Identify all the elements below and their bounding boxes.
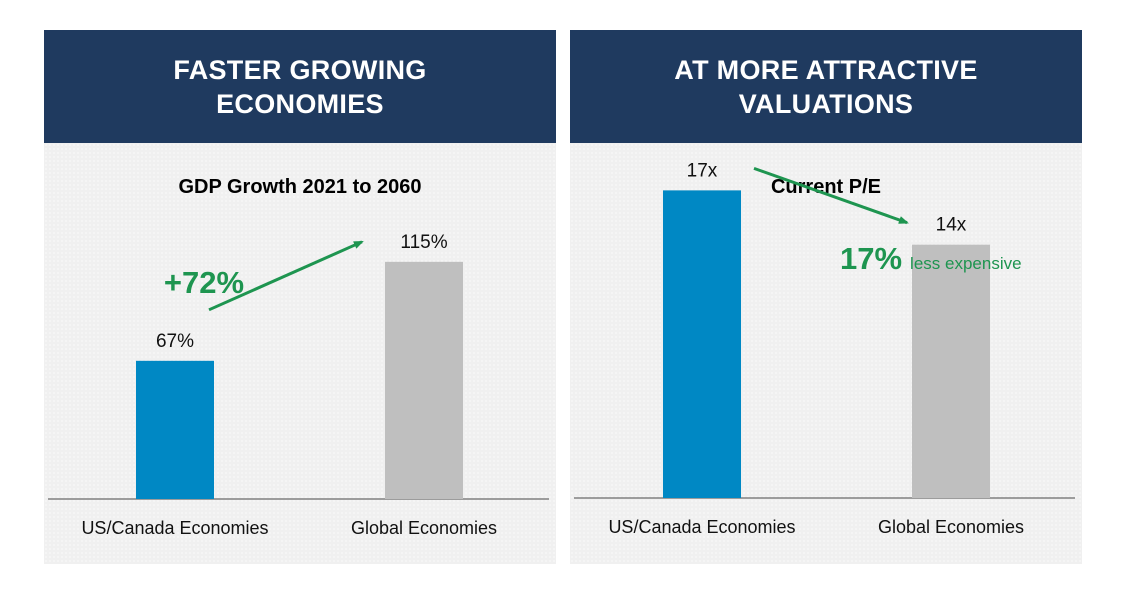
panel-header-text: FASTER GROWING ECONOMIES [173, 54, 427, 119]
decline-arrow [753, 166, 909, 225]
gdp-growth-chart: GDP Growth 2021 to 2060 67% 115% US/Canad… [48, 176, 549, 538]
value-label: 14x [936, 215, 967, 236]
chart-area: Current P/E 17x 14x US/Canada Economies Gl… [570, 143, 1082, 564]
pe-ratio-chart: Current P/E 17x 14x US/Canada Economies Gl… [574, 160, 1075, 537]
panel-gdp-growth: FASTER GROWING ECONOMIES GDP Growth 2021… [44, 30, 556, 564]
bar-global [912, 244, 990, 498]
value-label: 17x [687, 160, 718, 181]
panel-header: FASTER GROWING ECONOMIES [44, 30, 556, 143]
category-label: US/Canada Economies [608, 517, 795, 537]
chart-title: GDP Growth 2021 to 2060 [178, 176, 421, 198]
bar-us-canada [663, 190, 741, 498]
callout-percentage: +72% [164, 265, 244, 300]
bar-global [385, 261, 463, 499]
chart-area: GDP Growth 2021 to 2060 67% 115% US/Canad… [44, 143, 556, 564]
growth-arrow [208, 240, 364, 312]
category-label: Global Economies [351, 518, 497, 538]
category-label: US/Canada Economies [81, 518, 268, 538]
panel-header-text: AT MORE ATTRACTIVE VALUATIONS [674, 54, 978, 119]
value-label: 67% [156, 331, 194, 352]
category-label: Global Economies [878, 517, 1024, 537]
chart-title: Current P/E [771, 176, 881, 198]
panel-header: AT MORE ATTRACTIVE VALUATIONS [570, 30, 1082, 143]
callout-subtext: less expensive [910, 254, 1022, 273]
bar-us-canada [136, 360, 214, 499]
callout-percentage: 17% [840, 241, 902, 276]
panel-valuations: AT MORE ATTRACTIVE VALUATIONS Current P/… [570, 30, 1082, 564]
value-label: 115% [400, 232, 447, 253]
callout-text: 17% less expensive [840, 241, 1022, 276]
